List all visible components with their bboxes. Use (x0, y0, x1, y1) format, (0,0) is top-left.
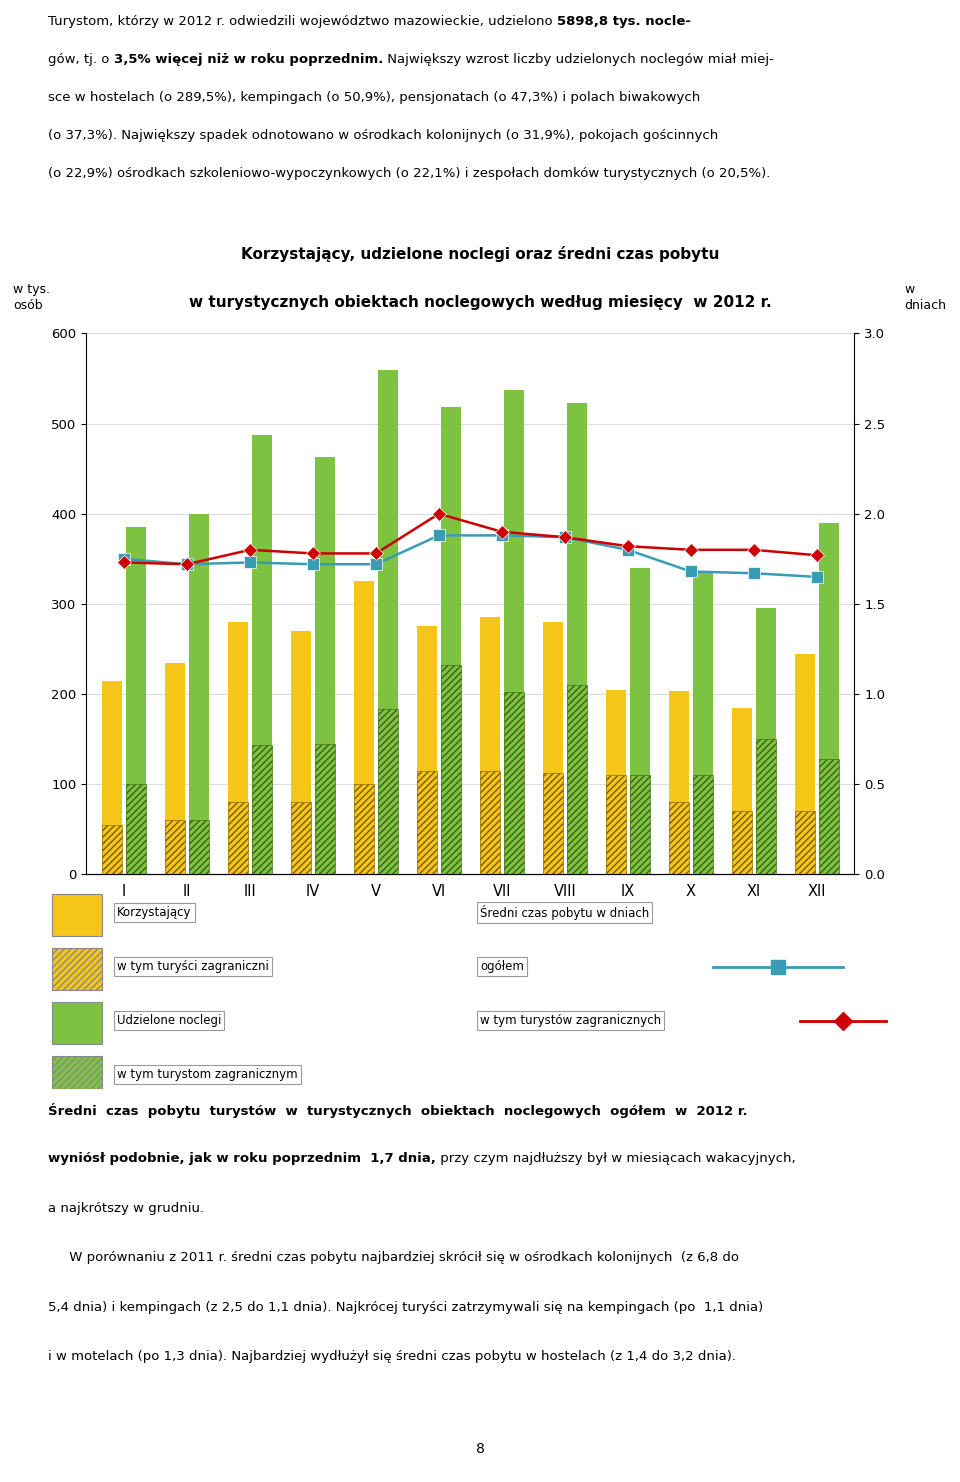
Text: przy czym najdłuższy był w miesiącach wakacyjnych,: przy czym najdłuższy był w miesiącach wa… (436, 1153, 796, 1165)
Bar (126, 784, 146, 874)
Bar (441, 665, 461, 874)
Bar (315, 456, 335, 874)
Text: i w motelach (po 1,3 dnia). Najbardziej wydłużył się średni czas pobytu w hostel: i w motelach (po 1,3 dnia). Najbardziej … (48, 1350, 736, 1363)
Text: Turystom, którzy w 2012 r. odwiedzili województwo mazowieckie, udzielono: Turystom, którzy w 2012 r. odwiedzili wo… (48, 15, 557, 28)
Text: W porównaniu z 2011 r. średni czas pobytu najbardziej skrócił się w ośrodkach ko: W porównaniu z 2011 r. średni czas pobyt… (48, 1251, 739, 1264)
Text: w tym turyści zagraniczni: w tym turyści zagraniczni (117, 960, 269, 974)
Bar (630, 775, 650, 874)
Text: (o 22,9%) ośrodkach szkoleniowo-wypoczynkowych (o 22,1%) i zespołach domków tury: (o 22,9%) ośrodkach szkoleniowo-wypoczyn… (48, 167, 770, 179)
Bar (189, 514, 209, 874)
Text: a najkrótszy w grudniu.: a najkrótszy w grudniu. (48, 1202, 204, 1215)
Bar (189, 821, 209, 874)
Bar (480, 618, 500, 874)
Bar (102, 680, 122, 874)
Bar (291, 802, 311, 874)
Bar (819, 523, 839, 874)
Bar (165, 821, 185, 874)
Bar (606, 775, 626, 874)
Bar (291, 631, 311, 874)
Text: Największy wzrost liczby udzielonych noclegów miał miej-: Największy wzrost liczby udzielonych noc… (383, 53, 774, 65)
Bar (630, 568, 650, 874)
Bar (417, 771, 437, 874)
Bar (566, 403, 587, 874)
Bar (692, 571, 712, 874)
Bar (819, 759, 839, 874)
Text: Korzystający: Korzystający (117, 907, 192, 919)
Text: Korzystający, udzielone noclegi oraz średni czas pobytu: Korzystający, udzielone noclegi oraz śre… (241, 246, 719, 262)
Bar (795, 654, 815, 874)
Text: Średni  czas  pobytu  turystów  w  turystycznych  obiektach  noclegowych  ogółem: Średni czas pobytu turystów w turystyczn… (48, 1103, 748, 1117)
Text: Udzielone noclegi: Udzielone noclegi (117, 1014, 222, 1027)
Bar (52, 948, 103, 990)
Bar (504, 692, 524, 874)
Bar (102, 825, 122, 874)
Bar (480, 771, 500, 874)
Bar (542, 772, 563, 874)
Bar (441, 408, 461, 874)
Bar (795, 811, 815, 874)
Bar (542, 622, 563, 874)
Bar (354, 784, 374, 874)
Bar (165, 662, 185, 874)
Bar (354, 581, 374, 874)
Text: w tys.
osób: w tys. osób (13, 283, 51, 311)
Text: w turystycznych obiektach noclegowych według miesięcy  w 2012 r.: w turystycznych obiektach noclegowych we… (189, 295, 771, 310)
Bar (692, 775, 712, 874)
Text: sce w hostelach (o 289,5%), kempingach (o 50,9%), pensjonatach (o 47,3%) i polac: sce w hostelach (o 289,5%), kempingach (… (48, 90, 700, 104)
Text: w tym turystów zagranicznych: w tym turystów zagranicznych (480, 1014, 661, 1027)
Text: gów, tj. o: gów, tj. o (48, 53, 113, 65)
Text: Średni czas pobytu w dniach: Średni czas pobytu w dniach (480, 906, 649, 920)
Bar (606, 689, 626, 874)
Bar (228, 802, 249, 874)
Text: 8: 8 (475, 1442, 485, 1457)
Text: 3,5% więcej niż w roku poprzednim.: 3,5% więcej niż w roku poprzednim. (113, 53, 383, 65)
Text: w
dniach: w dniach (904, 283, 947, 311)
Bar (52, 1002, 103, 1043)
Bar (756, 740, 776, 874)
Text: ogółem: ogółem (480, 960, 524, 974)
Bar (417, 627, 437, 874)
Text: w tym turystom zagranicznym: w tym turystom zagranicznym (117, 1069, 298, 1082)
Bar (504, 390, 524, 874)
Bar (52, 894, 103, 935)
Bar (732, 811, 752, 874)
Bar (732, 707, 752, 874)
Text: wyniósł podobnie, jak w roku poprzednim  1,7 dnia,: wyniósł podobnie, jak w roku poprzednim … (48, 1153, 436, 1165)
Bar (252, 745, 272, 874)
Text: 5,4 dnia) i kempingach (z 2,5 do 1,1 dnia). Najkrócej turyści zatrzymywali się n: 5,4 dnia) i kempingach (z 2,5 do 1,1 dni… (48, 1301, 763, 1313)
Bar (52, 1057, 103, 1098)
Bar (669, 692, 689, 874)
Bar (669, 802, 689, 874)
Bar (315, 744, 335, 874)
Bar (378, 369, 398, 874)
Bar (126, 528, 146, 874)
Bar (756, 609, 776, 874)
Bar (228, 622, 249, 874)
Text: (o 37,3%). Największy spadek odnotowano w ośrodkach kolonijnych (o 31,9%), pokoj: (o 37,3%). Największy spadek odnotowano … (48, 129, 718, 142)
Text: 5898,8 tys. nocle-: 5898,8 tys. nocle- (557, 15, 691, 28)
Bar (378, 710, 398, 874)
Bar (252, 436, 272, 874)
Bar (566, 685, 587, 874)
